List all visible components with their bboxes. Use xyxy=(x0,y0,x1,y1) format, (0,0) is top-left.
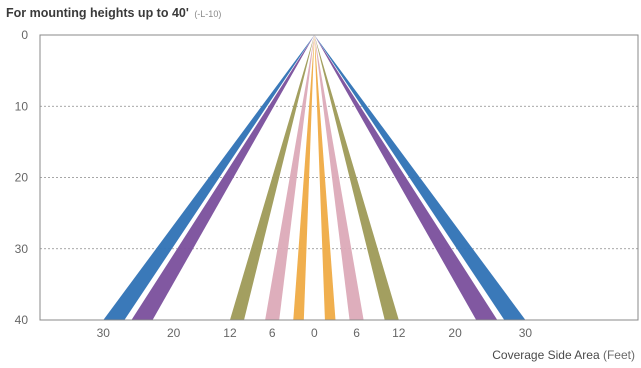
beam-4-right xyxy=(314,35,364,320)
x-axis-label-text: Coverage Side Area xyxy=(492,348,600,362)
beam-3-right xyxy=(314,35,399,320)
plot-border xyxy=(39,34,639,321)
beam-5-left xyxy=(293,35,315,320)
beam-2-right xyxy=(314,35,498,320)
chart-title-suffix: (-L-10) xyxy=(194,9,222,19)
y-tick-label-40: 40 xyxy=(15,313,29,327)
x-tick-label-6: 12 xyxy=(392,326,406,340)
x-tick-label-3: 6 xyxy=(269,326,276,340)
x-tick-label-5: 6 xyxy=(353,326,360,340)
beam-4-left xyxy=(265,35,315,320)
x-tick-label-2: 12 xyxy=(223,326,237,340)
beam-1-right xyxy=(314,35,526,320)
y-tick-label-10: 10 xyxy=(15,99,29,113)
x-tick-label-0: 30 xyxy=(97,326,111,340)
x-tick-label-8: 30 xyxy=(519,326,533,340)
x-axis-label-unit: (Feet) xyxy=(602,348,635,362)
y-tick-label-0: 0 xyxy=(21,28,28,42)
x-tick-label-1: 20 xyxy=(167,326,181,340)
chart-title-text: For mounting heights up to 40' xyxy=(6,6,189,20)
beam-1-left xyxy=(103,35,315,320)
x-tick-label-4: 0 xyxy=(311,326,318,340)
x-axis-label: Coverage Side Area (Feet) xyxy=(492,348,635,362)
beam-3-left xyxy=(229,35,315,320)
y-tick-label-20: 20 xyxy=(15,171,29,185)
beam-5-right xyxy=(314,35,336,320)
x-tick-label-7: 20 xyxy=(448,326,462,340)
beam-2-left xyxy=(131,35,315,320)
y-tick-label-30: 30 xyxy=(15,242,29,256)
chart-title: For mounting heights up to 40' (-L-10) xyxy=(6,6,221,20)
